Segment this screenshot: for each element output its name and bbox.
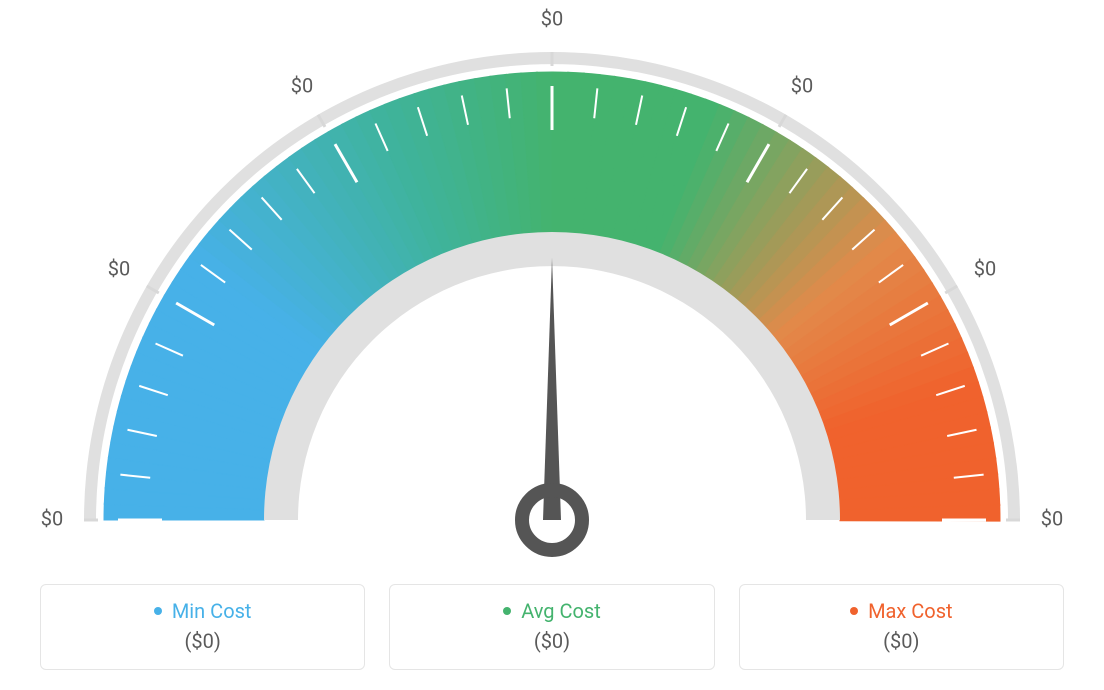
svg-text:$0: $0 (291, 73, 313, 97)
svg-text:$0: $0 (1041, 506, 1063, 530)
svg-text:$0: $0 (41, 506, 63, 530)
legend-title-avg: Avg Cost (503, 599, 601, 623)
svg-text:$0: $0 (974, 256, 996, 280)
svg-text:$0: $0 (108, 256, 130, 280)
svg-text:$0: $0 (541, 6, 563, 30)
svg-text:$0: $0 (791, 73, 813, 97)
legend-card-max: Max Cost ($0) (739, 584, 1064, 670)
gauge-area: $0 $0 $0 $0 $0 $0 $0 (0, 0, 1104, 560)
legend-label: Min Cost (172, 599, 252, 623)
legend-title-min: Min Cost (154, 599, 252, 623)
legend-label: Max Cost (868, 599, 953, 623)
legend-value-min: ($0) (51, 629, 354, 653)
gauge-svg: $0 $0 $0 $0 $0 $0 $0 (0, 0, 1104, 560)
dot-icon (850, 607, 858, 615)
dot-icon (503, 607, 511, 615)
legend-value-max: ($0) (750, 629, 1053, 653)
legend-label: Avg Cost (521, 599, 601, 623)
legend-card-min: Min Cost ($0) (40, 584, 365, 670)
gauge-chart-container: $0 $0 $0 $0 $0 $0 $0 Min Cost ($0) Avg Cost ($… (0, 0, 1104, 690)
legend-value-avg: ($0) (400, 629, 703, 653)
legend-row: Min Cost ($0) Avg Cost ($0) Max Cost ($0… (40, 584, 1064, 670)
legend-card-avg: Avg Cost ($0) (389, 584, 714, 670)
legend-title-max: Max Cost (850, 599, 953, 623)
dot-icon (154, 607, 162, 615)
